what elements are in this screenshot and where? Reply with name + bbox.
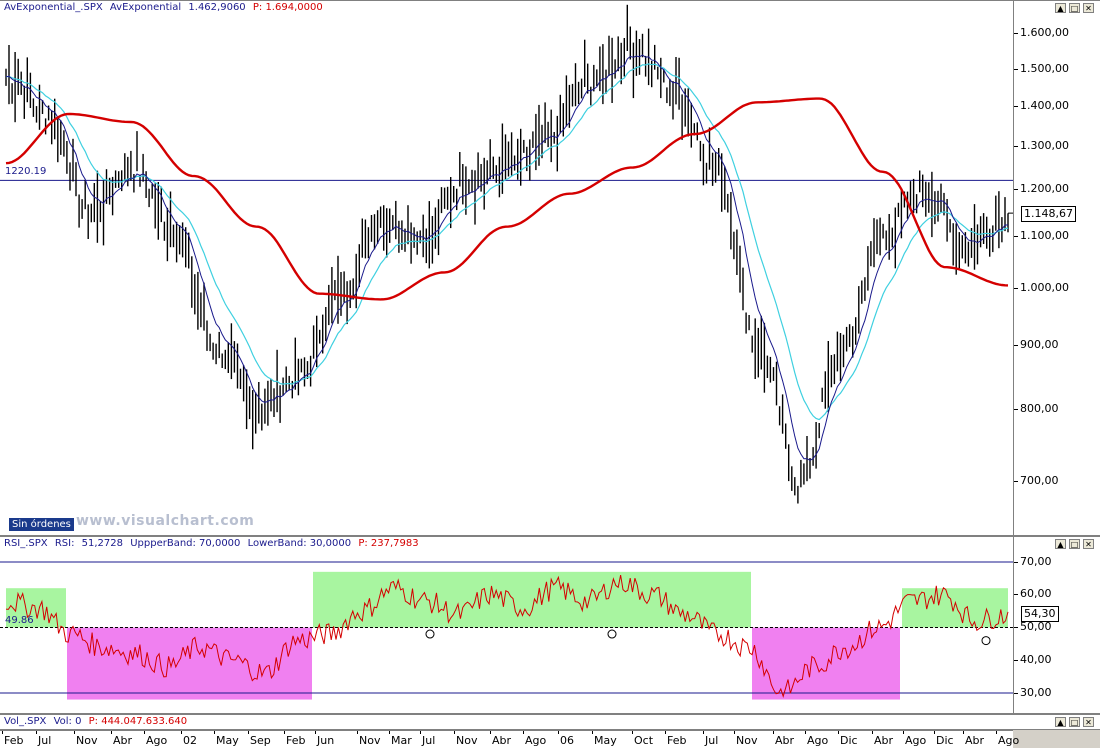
rsi-chart[interactable] [0, 537, 1013, 715]
rsi-zone [752, 627, 900, 700]
x-axis-label: Nov [453, 731, 478, 747]
x-axis-label: Feb [664, 731, 687, 747]
price-bars [5, 4, 1009, 504]
rsi-last-badge: 54,30 [1021, 606, 1059, 622]
x-axis-label: Nov [356, 731, 381, 747]
close-icon[interactable]: ✕ [1083, 539, 1094, 549]
watermark: www.visualchart.com [76, 513, 255, 529]
y-tick: 1.100,00 [1014, 229, 1069, 242]
rsi-y-tick: 60,00 [1014, 587, 1052, 600]
x-axis-label: Nov [73, 731, 98, 747]
rsi-line [5, 575, 1009, 698]
close-icon[interactable]: ✕ [1083, 3, 1094, 13]
x-axis-label: Abr [871, 731, 894, 747]
ema-fast-line [5, 54, 1009, 461]
maximize-icon[interactable]: □ [1069, 539, 1080, 549]
price-panel-controls: ▲ □ ✕ [1055, 3, 1094, 13]
x-axis-label: May [214, 731, 239, 747]
rsi-value: 51,2728 [81, 538, 124, 549]
y-tick: 900,00 [1014, 338, 1059, 351]
y-tick: 1.400,00 [1014, 99, 1069, 112]
rsi-signal-marker [425, 629, 435, 639]
price-p-value: P: 1.694,0000 [252, 2, 323, 13]
y-tick: 1.200,00 [1014, 182, 1069, 195]
x-axis-label: Feb [1, 731, 24, 747]
x-axis-label: Nov [733, 731, 758, 747]
x-axis-label: Ago [804, 731, 829, 747]
rsi-zone [313, 571, 751, 628]
x-axis-label: 06 [558, 731, 574, 747]
x-axis-label: Sep [248, 731, 271, 747]
indicator-value: 1.462,9060 [188, 2, 246, 13]
volume-panel: Vol_.SPX Vol: 0 P: 444.047.633.640 ▲ □ ✕ [0, 714, 1100, 730]
rsi-panel-header: RSI_.SPX RSI: 51,2728 UppperBand: 70,000… [4, 538, 423, 549]
rsi-label: RSI: [54, 538, 75, 549]
vol-panel-header: Vol_.SPX Vol: 0 P: 444.047.633.640 [4, 716, 191, 727]
price-y-axis: 1.600,00 1.500,00 1.400,00 1.300,00 1.20… [1013, 1, 1100, 537]
x-axis-label: Jul [35, 731, 52, 747]
indicator-name: AvExponential_.SPX [4, 2, 103, 13]
x-axis-label: Abr [962, 731, 985, 747]
y-tick: 1.600,00 [1014, 26, 1069, 39]
rsi-name: RSI_.SPX [4, 538, 48, 549]
vol-p-value: P: 444.047.633.640 [88, 716, 188, 727]
ema-mid-line [5, 63, 1009, 421]
minimize-icon[interactable]: ▲ [1055, 539, 1066, 549]
x-axis-label: Jun [314, 731, 335, 747]
x-axis-label: Dic [838, 731, 858, 747]
rsi-zone [902, 588, 1008, 628]
x-axis-label: Ago [995, 731, 1020, 747]
rsi-p-value: P: 237,7983 [358, 538, 419, 549]
indicator-label: AvExponential [109, 2, 182, 13]
x-axis-label: Jul [702, 731, 719, 747]
price-panel-header: AvExponential_.SPX AvExponential 1.462,9… [4, 2, 327, 13]
x-axis: Feb Jul Nov Abr Ago 02 May Sep Feb Jun Nov Mar Jul No… [0, 730, 1019, 748]
x-axis-label: Ago [143, 731, 168, 747]
x-axis-label: Abr [489, 731, 512, 747]
x-axis-label: Oct [631, 731, 654, 747]
rsi-panel-controls: ▲ □ ✕ [1055, 539, 1094, 549]
rsi-y-tick: 40,00 [1014, 653, 1052, 666]
sin-ordenes-button[interactable]: Sin órdenes [8, 517, 75, 532]
rsi-y-axis: 70,00 60,00 50,00 40,00 30,00 54,30 [1013, 537, 1100, 715]
rsi-panel: RSI_.SPX RSI: 51,2728 UppperBand: 70,000… [0, 536, 1100, 715]
y-tick: 700,00 [1014, 474, 1059, 487]
x-axis-label: 02 [181, 731, 197, 747]
rsi-level-label: 49.86 [5, 615, 34, 626]
x-axis-label: Abr [110, 731, 133, 747]
x-axis-label: Ago [902, 731, 927, 747]
close-icon[interactable]: ✕ [1083, 717, 1094, 727]
x-axis-label: Jul [419, 731, 436, 747]
x-axis-label: Dic [934, 731, 954, 747]
rsi-lower-band: LowerBand: 30,0000 [247, 538, 352, 549]
rsi-signal-marker [981, 636, 991, 646]
price-panel: AvExponential_.SPX AvExponential 1.462,9… [0, 0, 1100, 537]
rsi-upper-band: UppperBand: 70,0000 [130, 538, 241, 549]
rsi-zone [67, 627, 312, 700]
level-label: 1220.19 [5, 166, 47, 177]
x-axis-label: Feb [283, 731, 306, 747]
y-tick: 800,00 [1014, 402, 1059, 415]
y-tick: 1.000,00 [1014, 281, 1069, 294]
rsi-y-tick: 70,00 [1014, 555, 1052, 568]
rsi-y-tick: 50,00 [1014, 620, 1052, 633]
x-axis-label: Abr [772, 731, 795, 747]
vol-label: Vol: 0 [53, 716, 82, 727]
maximize-icon[interactable]: □ [1069, 3, 1080, 13]
minimize-icon[interactable]: ▲ [1055, 717, 1066, 727]
last-price-badge: 1.148,67 [1021, 206, 1076, 222]
ema-slow-line [5, 97, 1009, 301]
maximize-icon[interactable]: □ [1069, 717, 1080, 727]
rsi-y-tick: 30,00 [1014, 686, 1052, 699]
x-axis-label: Ago [522, 731, 547, 747]
rsi-signal-marker [607, 629, 617, 639]
y-tick: 1.300,00 [1014, 139, 1069, 152]
price-chart[interactable] [0, 1, 1013, 537]
minimize-icon[interactable]: ▲ [1055, 3, 1066, 13]
vol-panel-controls: ▲ □ ✕ [1055, 717, 1094, 727]
vol-name: Vol_.SPX [4, 716, 47, 727]
x-axis-label: May [592, 731, 617, 747]
x-axis-label: Mar [389, 731, 412, 747]
y-tick: 1.500,00 [1014, 62, 1069, 75]
